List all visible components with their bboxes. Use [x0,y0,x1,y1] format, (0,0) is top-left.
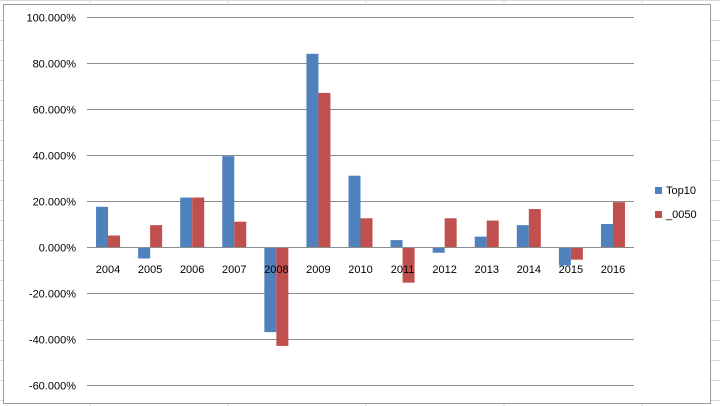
legend[interactable]: Top10 _0050 [655,185,697,221]
x-tick-label: 2004 [96,264,120,276]
bar-0050-2006 [192,197,205,247]
x-tick-label: 2013 [474,264,498,276]
x-tick-label: 2006 [180,264,204,276]
bar-top10-2013 [474,236,487,247]
legend-swatch-0050 [655,211,662,218]
bars [96,53,625,346]
bar-0050-2012 [444,218,457,247]
x-tick-label: 2011 [391,264,415,276]
legend-swatch-top10 [655,187,662,194]
bar-0050-2004 [108,235,121,247]
bar-top10-2009 [306,53,319,247]
y-tick-label: 80.000% [33,59,77,71]
bar-top10-2005 [138,247,151,259]
bar-top10-2011 [390,240,403,247]
bar-top10-2010 [348,175,361,247]
x-axis-tick-labels: 2004 2005 2006 2007 2008 2009 2010 2011 2012 2013… [96,264,625,276]
x-tick-label: 2014 [517,264,541,276]
bar-0050-2008 [276,247,289,346]
x-tick-label: 2016 [601,264,625,276]
legend-label-0050: _0050 [665,209,697,221]
bar-0050-2010 [360,218,373,247]
bar-top10-2016 [600,224,613,247]
x-tick-label: 2008 [264,264,288,276]
bar-0050-2013 [486,220,499,247]
bar-0050-2009 [318,92,331,248]
y-tick-label: 100.000% [26,13,76,25]
x-tick-label: 2007 [222,264,246,276]
y-tick-label: -40.000% [29,335,76,347]
bar-top10-2015 [558,247,571,266]
x-tick-label: 2005 [138,264,162,276]
bar-0050-2015 [570,247,583,260]
bar-top10-2006 [180,197,193,247]
bar-chart: -60.000% -40.000% -20.000% 0.000% 20.000% 40.… [26,13,697,393]
y-tick-label: 60.000% [33,105,77,117]
bar-top10-2012 [432,247,445,253]
y-tick-label: 0.000% [39,243,77,255]
legend-label-top10: Top10 [666,185,696,197]
bar-top10-2007 [222,156,235,247]
bar-0050-2007 [234,221,247,247]
bar-0050-2016 [612,202,625,247]
y-tick-label: 40.000% [33,151,77,163]
y-tick-label: -60.000% [29,381,76,393]
bar-0050-2005 [150,225,163,247]
y-tick-label: -20.000% [29,289,76,301]
y-tick-label: 20.000% [33,197,77,209]
x-tick-label: 2015 [559,264,583,276]
chart-area[interactable]: -60.000% -40.000% -20.000% 0.000% 20.000% 40.… [3,4,711,404]
x-tick-label: 2009 [306,264,330,276]
bar-top10-2014 [516,225,529,247]
bar-top10-2008 [264,247,277,333]
x-tick-label: 2012 [432,264,456,276]
bar-0050-2014 [528,209,541,247]
y-axis-tick-labels: -60.000% -40.000% -20.000% 0.000% 20.000% 40.… [26,13,76,393]
x-tick-label: 2010 [348,264,372,276]
bar-top10-2004 [96,206,109,247]
bar-0050-2011 [402,247,415,283]
